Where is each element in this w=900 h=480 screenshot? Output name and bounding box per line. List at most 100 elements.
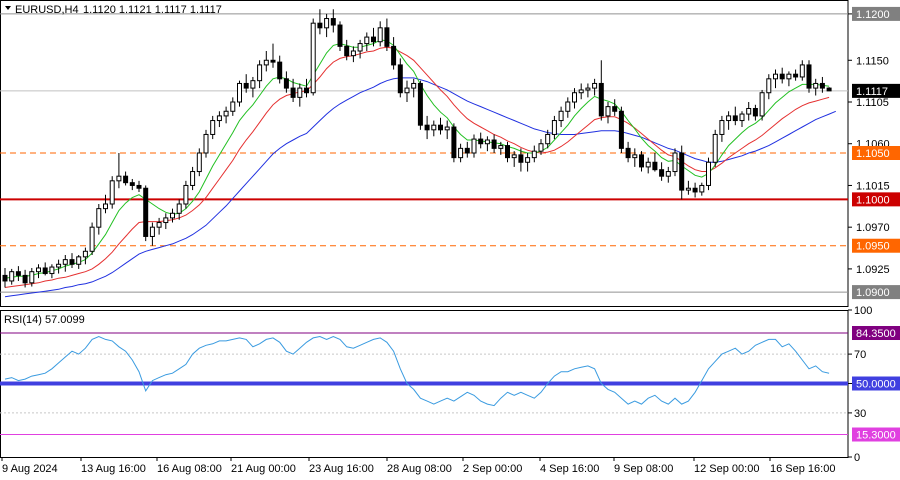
candle-body (103, 203, 108, 210)
x-tick-label: 9 Sep 08:00 (614, 463, 673, 475)
candle-body (216, 115, 222, 122)
x-tick-label: 28 Aug 08:00 (387, 463, 452, 475)
candle-body (484, 139, 490, 145)
candle-body (639, 154, 644, 168)
candle-body (344, 45, 350, 57)
candle-body (732, 115, 738, 122)
price-level-label: 1.1050 (856, 148, 890, 160)
candle-body (565, 101, 571, 112)
price-level-label: 1.0950 (856, 241, 890, 253)
candle-body (538, 143, 544, 152)
price-level-tag (852, 192, 900, 207)
candle-body (290, 87, 296, 98)
price-level-tag (852, 146, 900, 160)
candle-body (190, 171, 196, 186)
price-level-label: 1.1000 (856, 194, 890, 206)
candle-body (2, 274, 8, 282)
candle-body (76, 256, 82, 265)
x-tick-label: 4 Sep 16:00 (540, 463, 599, 475)
x-tick-label: 12 Sep 00:00 (694, 463, 759, 475)
candle-body (505, 145, 510, 159)
candle-body (699, 184, 705, 193)
x-tick-label: 16 Aug 08:00 (157, 463, 222, 475)
rsi-level-tag (852, 326, 900, 341)
candle-body (170, 212, 175, 219)
candle-body (203, 133, 209, 154)
candle-body (712, 133, 718, 163)
current-price-tag (852, 83, 900, 98)
candle-body (799, 64, 805, 78)
candle-body (766, 78, 772, 94)
candle-body (69, 259, 75, 265)
rsi-level-tag (852, 376, 900, 391)
candle-body (350, 50, 356, 57)
candle-body (451, 126, 457, 159)
symbol-label: EURUSD,H4 (15, 4, 79, 16)
candle-body (391, 45, 397, 66)
ohlc-label: 1.1120 1.1121 1.1117 1.1117 (83, 4, 222, 16)
candle-body (645, 161, 651, 168)
candle-body (444, 126, 450, 131)
x-tick-label: 2 Sep 00:00 (463, 463, 522, 475)
candle-body (230, 101, 236, 112)
candle-body (679, 152, 685, 191)
candle-body (625, 147, 631, 159)
rsi-level-label: 50.0000 (856, 379, 896, 391)
candle-body (357, 43, 363, 52)
candle-body (149, 226, 155, 237)
candle-body (786, 73, 792, 80)
rsi-tick-label: 0 (854, 452, 860, 464)
candle-body (237, 82, 242, 103)
candle-body (618, 110, 624, 149)
candle-body (719, 120, 725, 135)
candle-body (659, 169, 665, 177)
price-tick-label: 1.0925 (856, 264, 890, 276)
dropdown-triangle-icon[interactable] (5, 6, 11, 10)
candle-body (464, 147, 470, 154)
candle-body (819, 82, 825, 89)
candle-body (371, 36, 376, 43)
candle-body (223, 110, 229, 117)
candle-body (551, 120, 557, 135)
candle-body (491, 139, 497, 149)
x-tick-label: 21 Aug 00:00 (231, 463, 296, 475)
x-tick-label: 13 Aug 16:00 (81, 463, 146, 475)
candle-body (129, 182, 135, 186)
candle-body (438, 124, 443, 131)
ma-fast-line (4, 39, 830, 279)
candle-body (283, 78, 289, 89)
candle-body (384, 27, 390, 47)
candle-body (377, 27, 383, 43)
candle-body (793, 73, 799, 78)
candle-body (826, 87, 832, 92)
candle-body (692, 187, 698, 193)
candle-body (458, 147, 464, 159)
candle-body (598, 82, 604, 117)
candle-body (397, 64, 403, 94)
candle-body (411, 82, 417, 89)
ma-mid-line (4, 46, 830, 288)
candle-body (545, 133, 551, 145)
candle-body (310, 22, 316, 94)
price-level-label: 1.1200 (856, 9, 890, 21)
candle-body (531, 150, 537, 159)
candle-body (525, 157, 531, 163)
candle-body (511, 154, 517, 159)
candle-body (632, 154, 638, 159)
candle-body (183, 184, 189, 205)
price-level-label: 1.0900 (856, 287, 890, 299)
x-tick-label: 23 Aug 16:00 (309, 463, 374, 475)
candle-body (665, 171, 671, 177)
price-tick-label: 1.1015 (856, 180, 890, 192)
rsi-tick-label: 30 (854, 408, 866, 420)
price-level-tag (852, 285, 900, 300)
candle-body (163, 217, 169, 224)
candle-body (337, 24, 343, 47)
candles (2, 9, 832, 288)
candle-body (304, 87, 309, 94)
candle-body (176, 203, 182, 214)
candle-body (558, 110, 564, 122)
rsi-level-label: 84.3500 (856, 328, 896, 340)
candle-body (89, 226, 95, 252)
candle-body (42, 267, 48, 275)
